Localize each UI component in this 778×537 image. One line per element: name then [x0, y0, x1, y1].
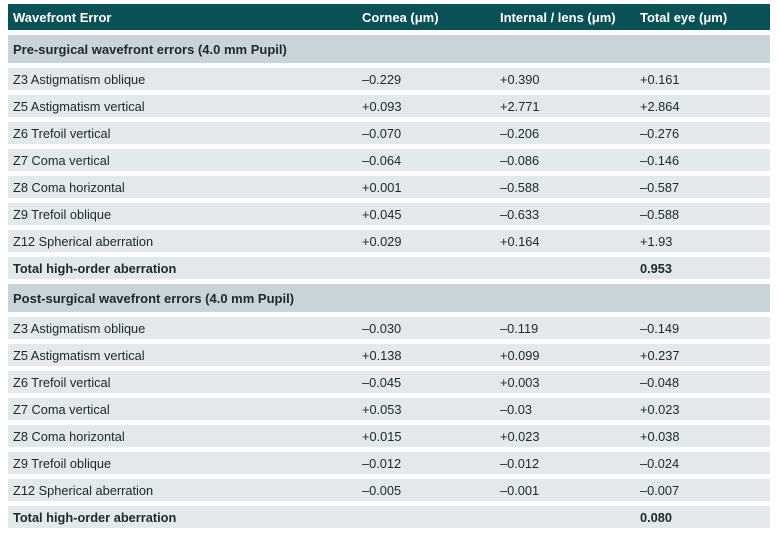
total-eye-value: +1.93 — [640, 233, 673, 249]
row-label: Z9 Trefoil oblique — [13, 455, 112, 471]
table-row: Z7 Coma vertical –0.064 –0.086 –0.146 — [8, 149, 770, 171]
row-label: Z8 Coma horizontal — [13, 428, 125, 444]
internal-lens-value: +0.099 — [500, 347, 540, 363]
table-row: Z3 Astigmatism oblique –0.229 +0.390 +0.161 — [8, 68, 770, 90]
total-eye-value: –0.048 — [640, 374, 680, 390]
table-row: Z12 Spherical aberration +0.029 +0.164 +1.9… — [8, 230, 770, 252]
table-row: Z8 Coma horizontal +0.001 –0.588 –0.587 — [8, 176, 770, 198]
column-header-wavefront-error: Wavefront Error — [13, 9, 112, 25]
total-eye-value: –0.024 — [640, 455, 680, 471]
total-eye-value: –0.587 — [640, 179, 680, 195]
table-row: Z9 Trefoil oblique –0.012 –0.012 –0.024 — [8, 452, 770, 474]
internal-lens-value: –0.086 — [500, 152, 540, 168]
internal-lens-value: +0.164 — [500, 233, 540, 249]
table-row: Z5 Astigmatism vertical +0.093 +2.771 +2.86… — [8, 95, 770, 117]
internal-lens-value: +0.390 — [500, 71, 540, 87]
row-label: Z7 Coma vertical — [13, 152, 110, 168]
table-row: Z9 Trefoil oblique +0.045 –0.633 –0.588 — [8, 203, 770, 225]
cornea-value: –0.070 — [362, 125, 402, 141]
row-label: Z5 Astigmatism vertical — [13, 347, 145, 363]
cornea-value: –0.045 — [362, 374, 402, 390]
cornea-value: +0.001 — [362, 179, 402, 195]
total-eye-value: 0.953 — [640, 260, 673, 276]
total-eye-value: –0.146 — [640, 152, 680, 168]
table-header-row: Wavefront Error Cornea (μm) Internal / l… — [8, 4, 770, 30]
cornea-value: –0.005 — [362, 482, 402, 498]
row-label: Z3 Astigmatism oblique — [13, 320, 146, 336]
internal-lens-value: +2.771 — [500, 98, 540, 114]
row-label: Z12 Spherical aberration — [13, 233, 154, 249]
row-label: Z6 Trefoil vertical — [13, 374, 111, 390]
total-eye-value: 0.080 — [640, 509, 673, 525]
cornea-value: +0.053 — [362, 401, 402, 417]
cornea-value: +0.138 — [362, 347, 402, 363]
total-eye-value: +0.023 — [640, 401, 680, 417]
total-eye-value: +0.161 — [640, 71, 680, 87]
internal-lens-value: –0.206 — [500, 125, 540, 141]
total-eye-value: –0.276 — [640, 125, 680, 141]
table-row: Z6 Trefoil vertical –0.070 –0.206 –0.276 — [8, 122, 770, 144]
cornea-value: –0.229 — [362, 71, 402, 87]
total-eye-value: –0.588 — [640, 206, 680, 222]
internal-lens-value: –0.633 — [500, 206, 540, 222]
row-label: Z8 Coma horizontal — [13, 179, 125, 195]
table-row: Z12 Spherical aberration –0.005 –0.001 –0.0… — [8, 479, 770, 501]
cornea-value: –0.012 — [362, 455, 402, 471]
table-row: Z6 Trefoil vertical –0.045 +0.003 –0.048 — [8, 371, 770, 393]
cornea-value: +0.045 — [362, 206, 402, 222]
internal-lens-value: –0.588 — [500, 179, 540, 195]
internal-lens-value: –0.119 — [500, 320, 539, 336]
internal-lens-value: –0.012 — [500, 455, 540, 471]
column-header-internal-lens: Internal / lens (μm) — [500, 9, 616, 25]
total-eye-value: +2.864 — [640, 98, 680, 114]
column-header-cornea: Cornea (μm) — [362, 9, 439, 25]
internal-lens-value: –0.001 — [500, 482, 540, 498]
table-row: Z3 Astigmatism oblique –0.030 –0.119 –0.149 — [8, 317, 770, 339]
internal-lens-value: –0.03 — [500, 401, 533, 417]
table-row: Z7 Coma vertical +0.053 –0.03 +0.023 — [8, 398, 770, 420]
section-header: Post-surgical wavefront errors (4.0 mm P… — [8, 284, 770, 312]
table-row: Z5 Astigmatism vertical +0.138 +0.099 +0.23… — [8, 344, 770, 366]
row-label: Z9 Trefoil oblique — [13, 206, 112, 222]
total-eye-value: +0.038 — [640, 428, 680, 444]
total-eye-value: –0.007 — [640, 482, 680, 498]
section-header: Pre-surgical wavefront errors (4.0 mm Pu… — [8, 35, 770, 63]
row-label: Total high-order aberration — [13, 260, 177, 276]
total-row: Total high-order aberration 0.080 — [8, 506, 770, 528]
row-label: Z5 Astigmatism vertical — [13, 98, 145, 114]
cornea-value: –0.064 — [362, 152, 402, 168]
cornea-value: +0.015 — [362, 428, 402, 444]
column-header-total-eye: Total eye (μm) — [640, 9, 728, 25]
row-label: Z3 Astigmatism oblique — [13, 71, 146, 87]
total-row: Total high-order aberration 0.953 — [8, 257, 770, 279]
internal-lens-value: +0.023 — [500, 428, 540, 444]
cornea-value: –0.030 — [362, 320, 402, 336]
row-label: Z6 Trefoil vertical — [13, 125, 111, 141]
internal-lens-value: +0.003 — [500, 374, 540, 390]
row-label: Total high-order aberration — [13, 509, 177, 525]
total-eye-value: –0.149 — [640, 320, 680, 336]
row-label: Z7 Coma vertical — [13, 401, 110, 417]
cornea-value: +0.093 — [362, 98, 402, 114]
row-label: Z12 Spherical aberration — [13, 482, 154, 498]
total-eye-value: +0.237 — [640, 347, 680, 363]
table-body: Pre-surgical wavefront errors (4.0 mm Pu… — [8, 35, 770, 528]
table-row: Z8 Coma horizontal +0.015 +0.023 +0.038 — [8, 425, 770, 447]
cornea-value: +0.029 — [362, 233, 402, 249]
wavefront-error-table: Wavefront Error Cornea (μm) Internal / l… — [8, 4, 770, 533]
